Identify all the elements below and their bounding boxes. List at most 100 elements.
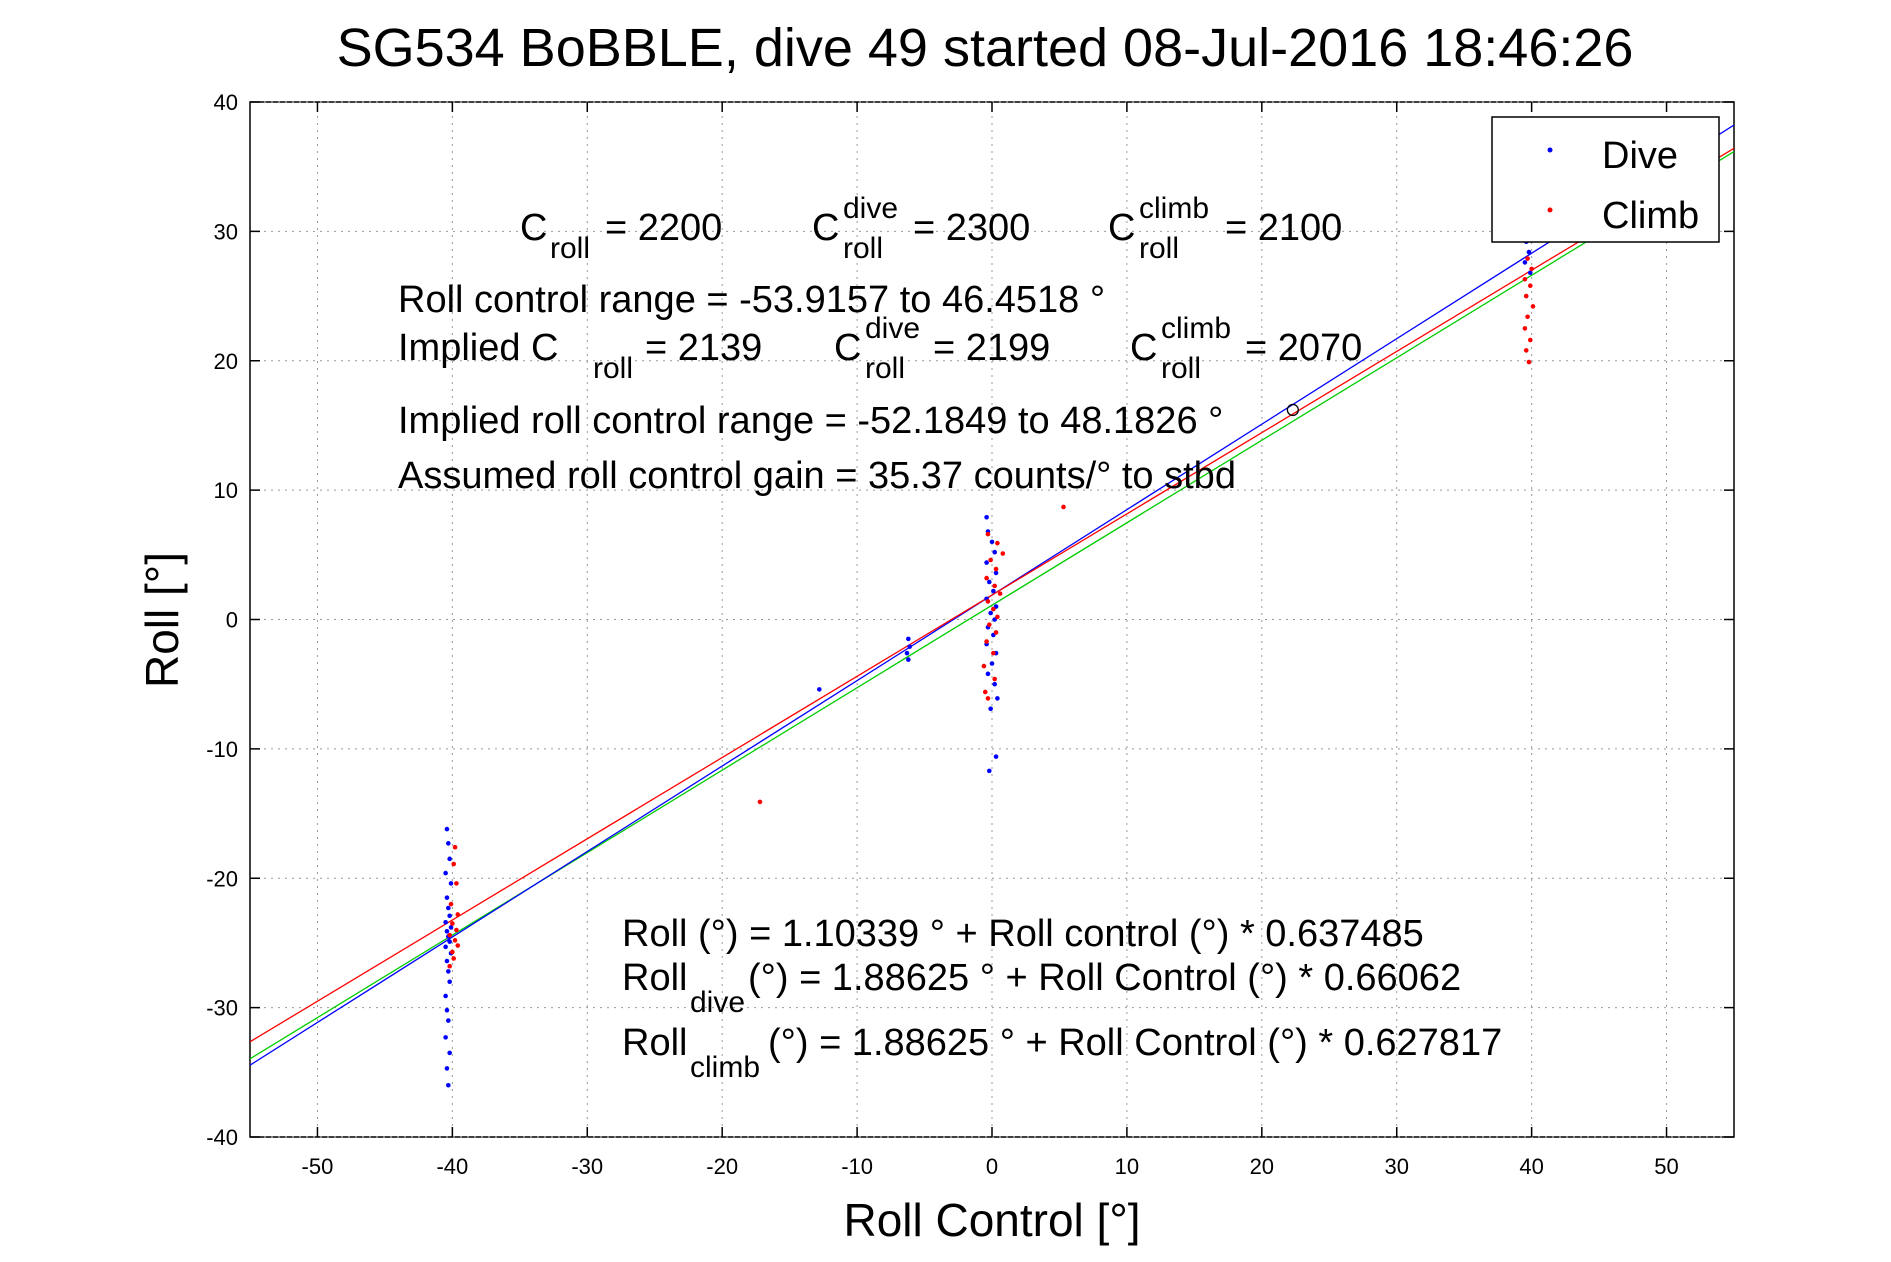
x-tick-label: -40 xyxy=(436,1154,468,1179)
y-ticks: -40 -30 -20 -10 0 10 20 30 40 xyxy=(206,90,1734,1150)
fit-climb-base: Roll xyxy=(622,1022,687,1064)
legend-label-dive: Dive xyxy=(1602,135,1678,177)
implied-sub: roll xyxy=(593,352,633,385)
fit-line-climb xyxy=(249,147,1735,1043)
y-tick-label: -40 xyxy=(206,1125,238,1150)
point-climb xyxy=(993,566,999,572)
point-climb xyxy=(1529,266,1534,272)
point-climb xyxy=(1523,348,1529,353)
point-climb xyxy=(451,956,457,961)
x-axis-label: Roll Control [°] xyxy=(843,1194,1140,1246)
implied-dive-sup: dive xyxy=(865,312,920,345)
point-climb xyxy=(448,901,454,907)
c-roll-value: = 2200 xyxy=(605,207,722,249)
point-climb xyxy=(1527,337,1533,343)
y-axis-label: Roll [°] xyxy=(136,552,188,688)
data-points xyxy=(443,239,1536,1088)
x-tick-label: 50 xyxy=(1654,1154,1678,1179)
implied-value: = 2139 xyxy=(645,327,762,369)
c-roll-climb-sub: roll xyxy=(1139,232,1179,265)
point-climb xyxy=(995,614,1000,620)
point-dive xyxy=(444,895,450,900)
annotation-gain: Assumed roll control gain = 35.37 counts… xyxy=(398,455,1236,497)
point-dive xyxy=(984,560,989,565)
x-tick-label: -20 xyxy=(706,1154,738,1179)
point-climb xyxy=(985,531,991,537)
point-climb xyxy=(984,575,989,581)
point-dive xyxy=(988,706,993,712)
point-dive xyxy=(906,636,911,642)
point-dive xyxy=(446,1082,451,1088)
implied-climb-sup: climb xyxy=(1161,312,1231,345)
annotation-fit-all: Roll (°) = 1.10339 ° + Roll control (°) … xyxy=(622,913,1424,955)
x-tick-label: 20 xyxy=(1250,1154,1274,1179)
implied-prefix: Implied C xyxy=(398,327,559,369)
legend-marker-climb xyxy=(1547,207,1553,213)
point-dive xyxy=(446,1018,451,1023)
annotation-fit-climb: Roll climb (°) = 1.88625 ° + Roll Contro… xyxy=(622,1022,1502,1084)
open-circle-marker xyxy=(1286,403,1299,417)
annotation-range: Roll control range = -53.9157 to 46.4518… xyxy=(398,279,1105,321)
point-dive xyxy=(447,1050,452,1056)
fit-dive-sub: dive xyxy=(690,986,745,1019)
point-dive xyxy=(448,925,454,930)
point-dive xyxy=(444,826,450,832)
point-dive xyxy=(448,881,454,886)
implied-climb-sub: roll xyxy=(1161,352,1201,385)
annotation-implied-range: Implied roll control range = -52.1849 to… xyxy=(398,400,1223,442)
point-dive xyxy=(993,570,999,576)
point-climb xyxy=(452,844,458,850)
implied-climb-base: C xyxy=(1130,327,1157,369)
y-tick-label: -10 xyxy=(206,737,238,762)
implied-dive-base: C xyxy=(834,327,861,369)
y-tick-label: 10 xyxy=(214,478,238,503)
point-dive xyxy=(444,1066,450,1071)
point-dive xyxy=(989,539,995,545)
legend: Dive Climb xyxy=(1491,116,1720,243)
y-tick-label: 40 xyxy=(214,90,238,115)
c-roll-sub: roll xyxy=(550,232,590,265)
point-dive xyxy=(1522,260,1528,265)
x-tick-label: -50 xyxy=(302,1154,334,1179)
point-dive xyxy=(446,841,451,846)
point-dive xyxy=(444,1007,450,1013)
y-tick-label: -30 xyxy=(206,996,238,1021)
point-dive xyxy=(992,549,997,555)
point-climb xyxy=(987,622,992,627)
point-climb xyxy=(997,591,1003,596)
point-dive xyxy=(906,657,911,662)
chart-title: SG534 BoBBLE, dive 49 started 08-Jul-201… xyxy=(337,18,1634,78)
point-dive xyxy=(1526,249,1532,255)
point-dive xyxy=(904,650,910,656)
legend-label-climb: Climb xyxy=(1602,195,1699,237)
implied-climb-value: = 2070 xyxy=(1245,327,1362,369)
point-dive xyxy=(447,939,452,944)
point-climb xyxy=(1530,304,1536,309)
y-tick-label: -20 xyxy=(206,866,238,891)
point-dive xyxy=(907,644,913,649)
point-dive xyxy=(447,979,452,985)
point-climb xyxy=(455,912,461,917)
fit-climb-rest: (°) = 1.88625 ° + Roll Control (°) * 0.6… xyxy=(768,1022,1502,1064)
point-climb xyxy=(455,943,461,948)
x-ticks: -50 -40 -30 -20 -10 0 10 20 30 40 50 xyxy=(302,102,1679,1179)
point-dive xyxy=(984,514,989,520)
c-roll-climb-value: = 2100 xyxy=(1225,207,1342,249)
point-climb xyxy=(995,540,1000,546)
annotation-fit-dive: Roll dive (°) = 1.88625 ° + Roll Control… xyxy=(622,957,1461,1019)
point-dive xyxy=(989,661,995,666)
point-climb xyxy=(450,921,455,926)
point-climb xyxy=(991,650,996,656)
point-climb xyxy=(1522,326,1528,331)
point-dive xyxy=(447,856,452,862)
annotation-c-values: C roll = 2200 C dive roll = 2300 C climb… xyxy=(520,192,1342,265)
c-roll-dive-sup: dive xyxy=(843,192,898,225)
point-climb xyxy=(454,927,459,933)
point-climb xyxy=(1525,256,1530,261)
c-roll-dive-sub: roll xyxy=(843,232,883,265)
point-dive xyxy=(443,919,448,925)
annotation-implied: Implied C roll = 2139 C dive roll = 2199… xyxy=(398,312,1362,385)
point-dive xyxy=(444,958,450,964)
point-dive xyxy=(1527,270,1533,276)
